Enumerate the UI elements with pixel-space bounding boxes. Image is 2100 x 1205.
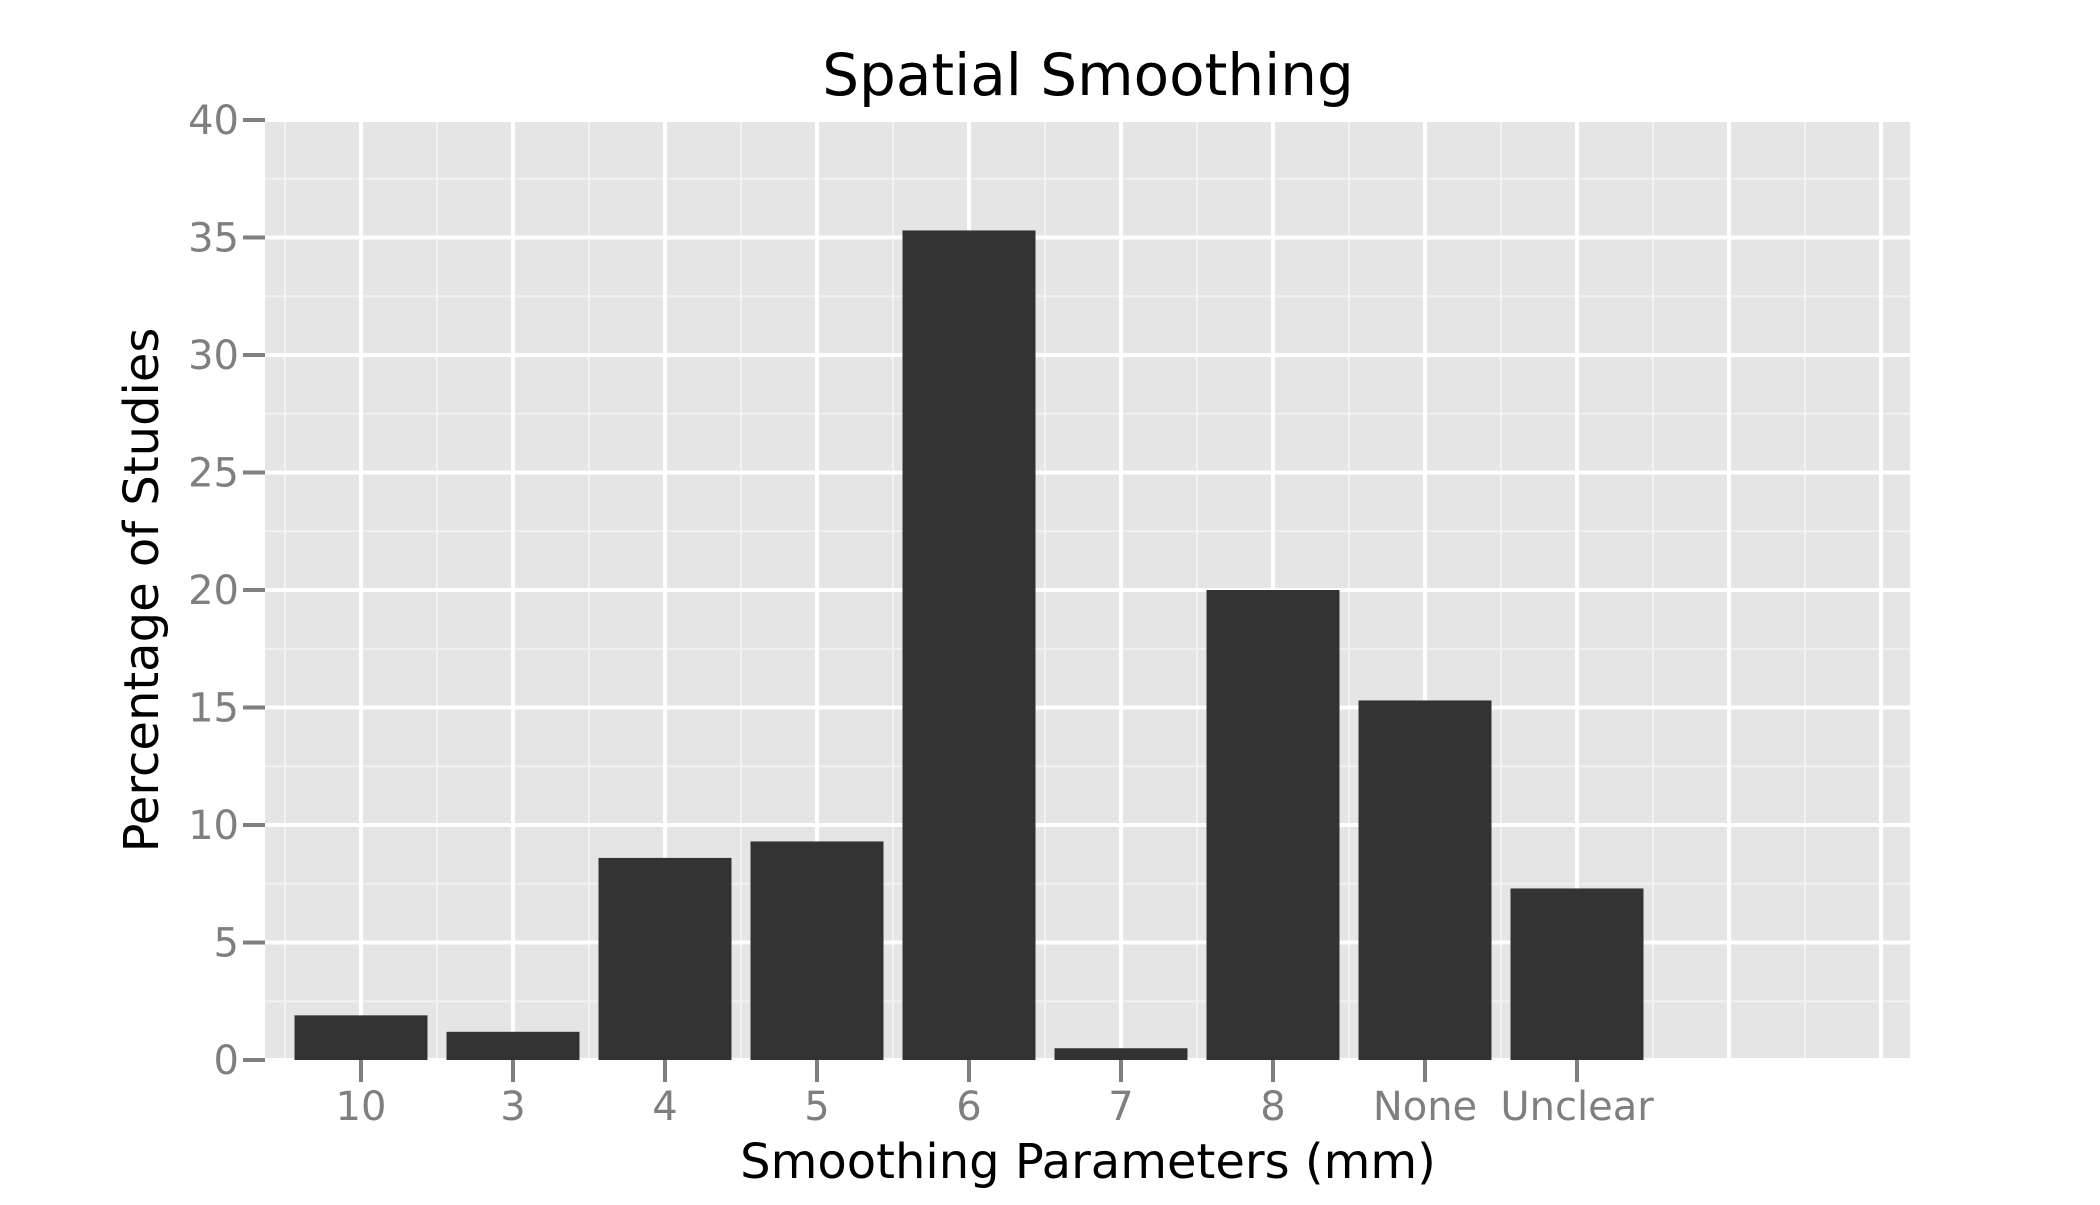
bars: [294, 230, 1644, 1060]
y-tick-label: 25: [188, 451, 239, 497]
bar-6: [902, 230, 1036, 1060]
x-tick-label: 6: [956, 1084, 981, 1130]
chart-title: Spatial Smoothing: [822, 41, 1354, 109]
bar-4: [598, 857, 732, 1060]
x-tick-label: 10: [336, 1084, 387, 1130]
y-axis-title: Percentage of Studies: [114, 328, 170, 853]
x-axis-title: Smoothing Parameters (mm): [740, 1134, 1436, 1190]
bar-8: [1206, 590, 1340, 1060]
axes: 0 5 10 15 20 25 30 35 40 10 3 4 5 6 7 8 None Unclear: [188, 98, 1654, 1130]
x-tick-label: 8: [1260, 1084, 1285, 1130]
x-tick-label: 3: [500, 1084, 525, 1130]
bar-3: [446, 1031, 580, 1060]
y-tick-label: 20: [188, 568, 239, 614]
y-tick-label: 5: [214, 921, 239, 967]
x-tick-label: 4: [652, 1084, 677, 1130]
bar-unclear: [1510, 888, 1644, 1060]
y-tick-label: 35: [188, 216, 239, 262]
bar-7: [1054, 1048, 1188, 1060]
y-tick-label: 30: [188, 333, 239, 379]
x-tick-label: 5: [804, 1084, 829, 1130]
bar-none: [1358, 700, 1492, 1060]
bar-10: [294, 1015, 428, 1060]
y-tick-label: 15: [188, 686, 239, 732]
x-tick-label: 7: [1108, 1084, 1133, 1130]
bar-5: [750, 841, 884, 1060]
y-tick-label: 40: [188, 98, 239, 144]
y-tick-label: 10: [188, 803, 239, 849]
y-tick-label: 0: [214, 1038, 239, 1084]
x-tick-label: None: [1373, 1084, 1477, 1130]
x-tick-label: Unclear: [1500, 1084, 1654, 1130]
